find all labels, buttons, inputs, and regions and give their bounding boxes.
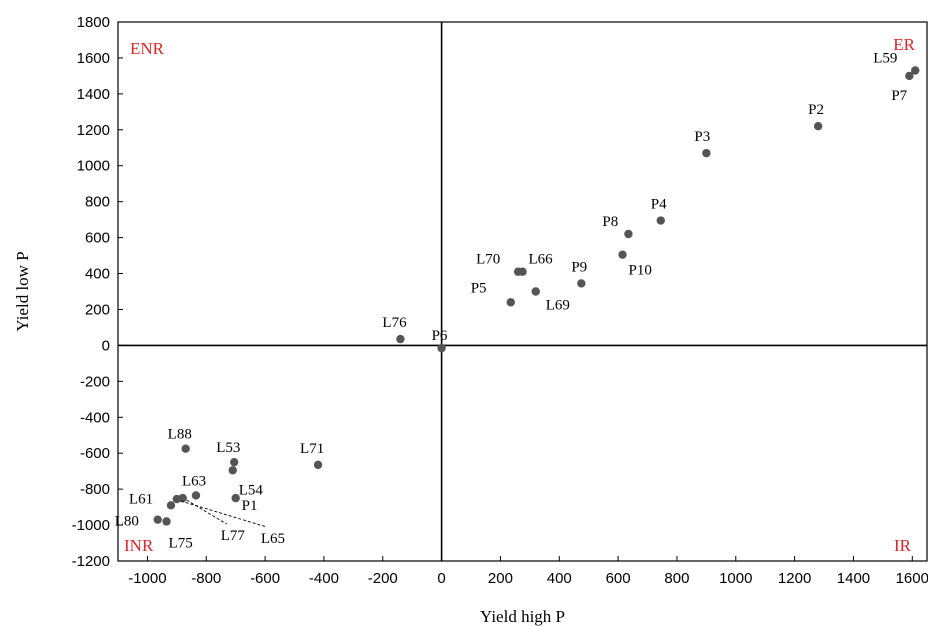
x-tick-label: -600 [250, 570, 280, 587]
point-label-p5: P5 [471, 280, 487, 296]
point-label-l77: L77 [221, 528, 246, 544]
point-label-l76: L76 [382, 315, 407, 331]
x-tick-label: -200 [368, 570, 398, 587]
y-tick-label: 1000 [77, 158, 110, 175]
point-label-p3: P3 [694, 129, 710, 145]
point-label-p8: P8 [602, 214, 618, 230]
x-tick-label: -1000 [128, 570, 166, 587]
x-tick-label: 1000 [719, 570, 752, 587]
y-tick-label: 1400 [77, 86, 110, 103]
point-label-l80: L80 [115, 514, 139, 530]
y-tick-label: -1000 [72, 517, 110, 534]
point-label-p10: P10 [629, 263, 652, 279]
y-tick-label: -600 [80, 445, 110, 462]
point-p5 [506, 298, 515, 307]
point-label-l69: L69 [546, 298, 570, 314]
point-l65 [172, 494, 182, 504]
point-l88 [181, 444, 190, 453]
point-label-p1: P1 [242, 498, 258, 514]
y-axis-title: Yield low P [13, 251, 32, 331]
x-tick-label: 600 [606, 570, 631, 587]
point-l80 [153, 515, 162, 524]
plot-frame [117, 21, 928, 562]
point-l71 [313, 460, 323, 470]
point-label-l66: L66 [529, 252, 554, 268]
point-label-p7: P7 [891, 88, 907, 104]
point-p2 [813, 122, 823, 131]
x-tick-label: -400 [309, 570, 339, 587]
y-tick-label: 1200 [77, 122, 110, 139]
point-label-l75: L75 [169, 535, 193, 551]
point-p3 [702, 148, 711, 158]
point-label-l59: L59 [873, 51, 897, 67]
y-tick-label: 200 [85, 301, 110, 318]
point-p1 [231, 493, 240, 503]
point-l75 [162, 517, 171, 526]
point-l69 [531, 287, 540, 296]
x-axis-title: Yield high P [480, 607, 565, 626]
x-tick-label: 1600 [896, 570, 928, 587]
x-tick-label: 1200 [778, 570, 811, 587]
x-tick-label: 0 [437, 570, 445, 587]
y-tick-label: 1800 [77, 14, 110, 31]
quadrant-label-ir: IR [894, 536, 912, 555]
point-label-l70: L70 [476, 252, 500, 268]
y-tick-label: -400 [80, 409, 110, 426]
point-label-p9: P9 [571, 259, 587, 275]
y-tick-label: 1600 [77, 50, 110, 67]
point-label-l65: L65 [261, 531, 285, 547]
point-label-p2: P2 [808, 102, 824, 118]
y-tick-label: 0 [102, 337, 110, 354]
y-tick-label: 400 [85, 266, 110, 283]
point-label-p6: P6 [432, 328, 448, 344]
y-tick-label: 800 [85, 194, 110, 211]
point-label-p4: P4 [651, 197, 667, 213]
point-label-l63: L63 [182, 473, 206, 489]
point-label-l71: L71 [300, 441, 324, 457]
x-tick-label: 800 [664, 570, 689, 587]
y-tick-label: -1200 [72, 553, 110, 570]
point-l66 [518, 267, 527, 276]
point-l63 [191, 491, 201, 500]
point-p8 [624, 229, 633, 239]
point-l76 [396, 334, 405, 344]
point-p9 [577, 279, 586, 288]
point-p7 [905, 71, 914, 81]
point-label-l88: L88 [168, 427, 192, 443]
point-p4 [656, 216, 665, 225]
quadrant-label-enr: ENR [130, 39, 165, 58]
point-l53 [230, 457, 239, 467]
x-tick-label: -800 [191, 570, 221, 587]
y-tick-label: -200 [80, 373, 110, 390]
point-l59 [911, 66, 920, 75]
point-p10 [618, 250, 627, 259]
point-label-l61: L61 [129, 491, 153, 507]
x-tick-label: 400 [547, 570, 572, 587]
quadrant-label-er: ER [893, 35, 915, 54]
quadrant-label-inr: INR [124, 536, 154, 555]
y-tick-label: 600 [85, 230, 110, 247]
y-tick-label: -800 [80, 481, 110, 498]
point-p6 [437, 343, 446, 353]
x-tick-label: 200 [488, 570, 513, 587]
point-label-l53: L53 [216, 440, 240, 456]
point-l54 [228, 466, 237, 475]
point-l61 [166, 501, 176, 510]
point-label-l54: L54 [239, 482, 264, 498]
leader-line-l77 [186, 499, 227, 525]
x-tick-label: 1400 [837, 570, 870, 587]
